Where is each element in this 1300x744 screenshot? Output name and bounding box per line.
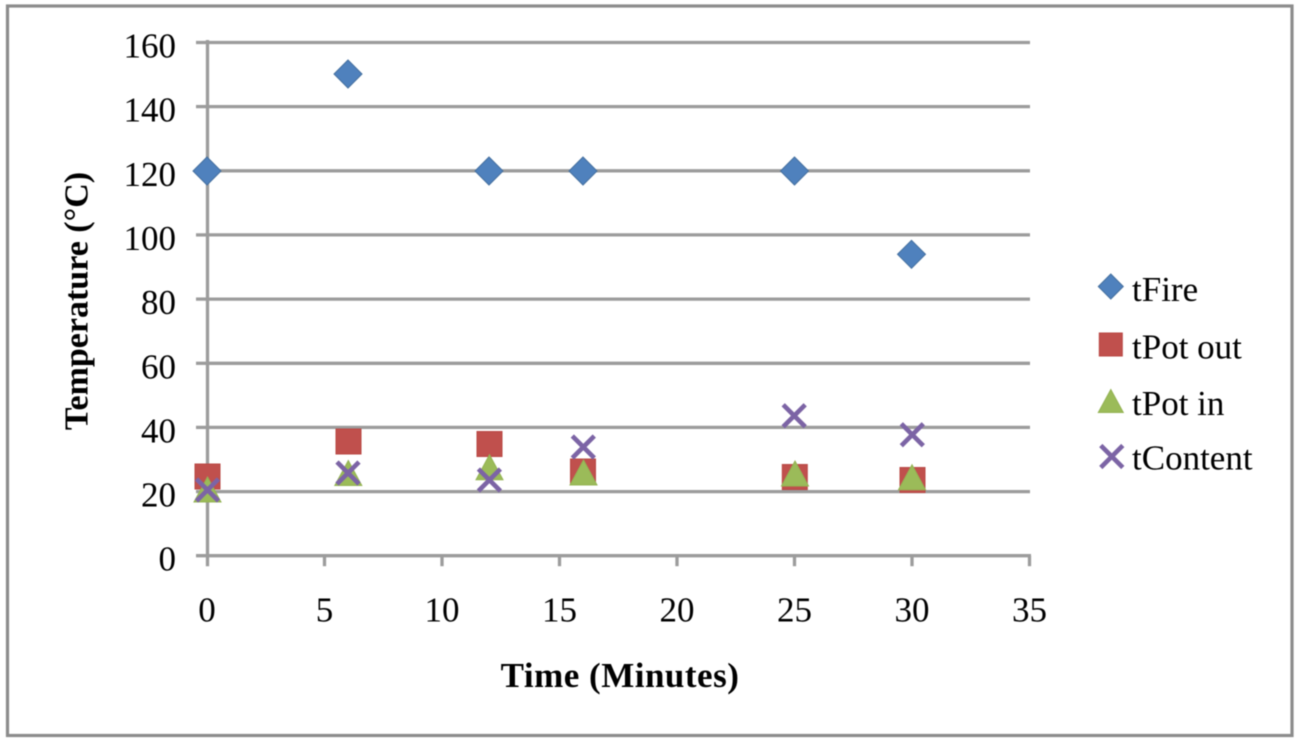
svg-text:140: 140 bbox=[124, 91, 177, 130]
svg-text:5: 5 bbox=[316, 591, 334, 630]
svg-text:120: 120 bbox=[124, 155, 177, 194]
svg-text:15: 15 bbox=[542, 591, 577, 630]
svg-text:25: 25 bbox=[777, 591, 812, 630]
svg-text:0: 0 bbox=[198, 591, 216, 630]
svg-text:Temperature (°C): Temperature (°C) bbox=[59, 172, 96, 430]
svg-text:tPot in: tPot in bbox=[1132, 384, 1224, 423]
svg-text:100: 100 bbox=[124, 219, 177, 258]
svg-text:80: 80 bbox=[141, 283, 176, 322]
svg-text:Time (Minutes): Time (Minutes) bbox=[501, 656, 740, 695]
svg-text:tContent: tContent bbox=[1132, 439, 1253, 478]
svg-text:20: 20 bbox=[660, 591, 695, 630]
svg-text:tPot out: tPot out bbox=[1132, 328, 1242, 367]
svg-text:10: 10 bbox=[425, 591, 460, 630]
svg-text:40: 40 bbox=[141, 411, 176, 450]
svg-text:tFire: tFire bbox=[1132, 270, 1198, 309]
svg-text:30: 30 bbox=[895, 591, 930, 630]
svg-text:60: 60 bbox=[141, 347, 176, 386]
svg-text:35: 35 bbox=[1012, 591, 1047, 630]
svg-text:20: 20 bbox=[141, 476, 176, 515]
svg-text:0: 0 bbox=[159, 540, 177, 579]
svg-text:160: 160 bbox=[124, 27, 177, 66]
